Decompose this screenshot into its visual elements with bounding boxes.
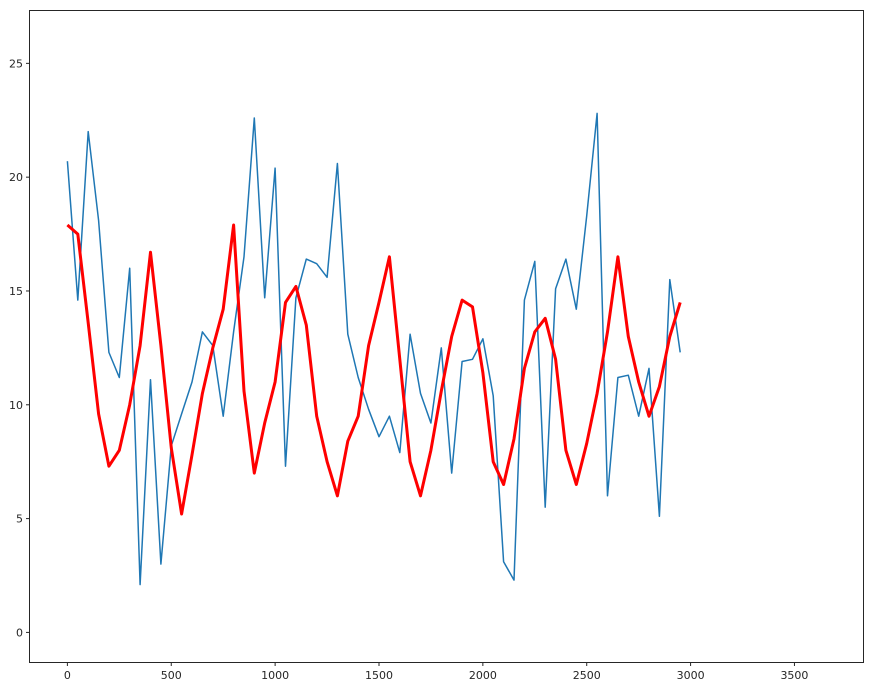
x-axis: 0 500 1000 1500 2000 2500 3000 3500 bbox=[64, 662, 808, 682]
plot-lines bbox=[66, 112, 682, 586]
x-tick-label: 0 bbox=[64, 669, 71, 682]
y-tick-label: 25 bbox=[9, 57, 23, 70]
y-axis: 0 5 10 15 20 25 bbox=[9, 57, 30, 639]
series-line-raw bbox=[66, 112, 681, 586]
x-tick-label: 3000 bbox=[677, 669, 705, 682]
series-line-smoothed bbox=[66, 223, 682, 516]
x-tick-label: 2500 bbox=[573, 669, 601, 682]
y-tick-label: 0 bbox=[16, 626, 23, 639]
axes-frame bbox=[29, 10, 864, 663]
x-tick-label: 1500 bbox=[365, 669, 393, 682]
y-tick-label: 5 bbox=[16, 513, 23, 526]
y-tick-label: 10 bbox=[9, 399, 23, 412]
x-tick-label: 2000 bbox=[469, 669, 497, 682]
x-tick-label: 3500 bbox=[780, 669, 808, 682]
x-tick-label: 1000 bbox=[261, 669, 289, 682]
x-tick-label: 500 bbox=[161, 669, 182, 682]
y-tick-label: 15 bbox=[9, 285, 23, 298]
y-tick-label: 20 bbox=[9, 171, 23, 184]
